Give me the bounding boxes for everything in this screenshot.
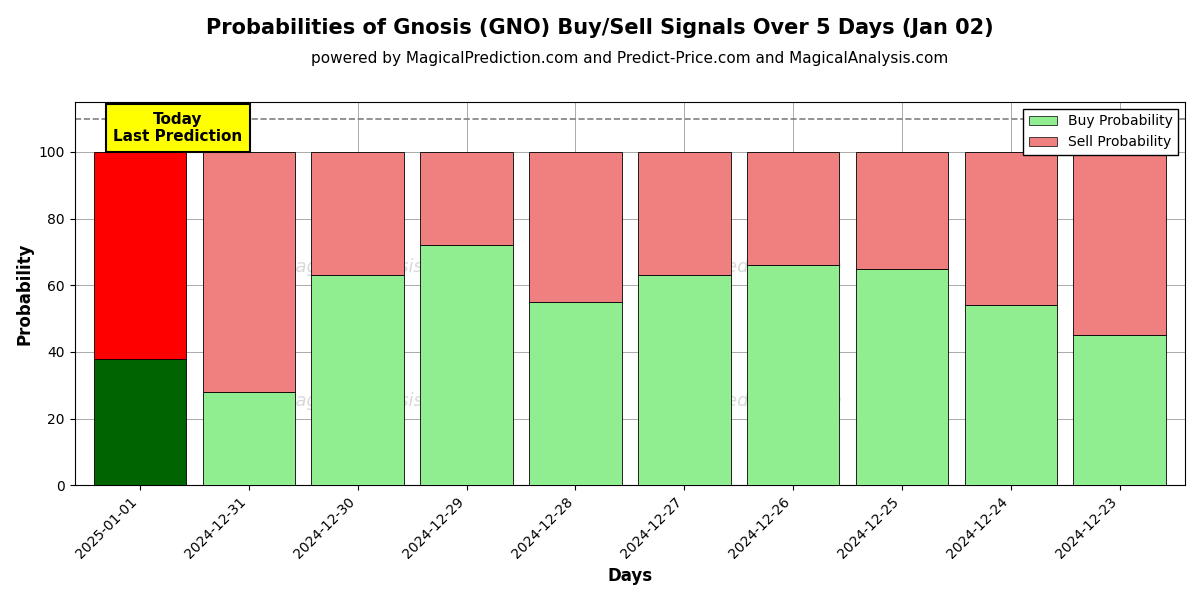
- Bar: [1074, 335, 1166, 485]
- Bar: [312, 275, 404, 485]
- Bar: [529, 152, 622, 302]
- Bar: [420, 245, 512, 485]
- Text: Probabilities of Gnosis (GNO) Buy/Sell Signals Over 5 Days (Jan 02): Probabilities of Gnosis (GNO) Buy/Sell S…: [206, 18, 994, 38]
- Text: MagicalPrediction.com: MagicalPrediction.com: [640, 392, 842, 410]
- Bar: [94, 359, 186, 485]
- Legend: Buy Probability, Sell Probability: Buy Probability, Sell Probability: [1024, 109, 1178, 155]
- Text: MagicalPrediction.com: MagicalPrediction.com: [640, 258, 842, 276]
- X-axis label: Days: Days: [607, 567, 653, 585]
- Bar: [638, 152, 731, 275]
- Bar: [94, 152, 186, 359]
- Bar: [746, 265, 839, 485]
- Bar: [203, 152, 295, 392]
- Text: MagicalAnalysis.com: MagicalAnalysis.com: [281, 258, 468, 276]
- Bar: [1074, 152, 1166, 335]
- Bar: [856, 269, 948, 485]
- Bar: [856, 152, 948, 269]
- Bar: [312, 152, 404, 275]
- Title: powered by MagicalPrediction.com and Predict-Price.com and MagicalAnalysis.com: powered by MagicalPrediction.com and Pre…: [311, 51, 948, 66]
- Bar: [203, 392, 295, 485]
- Text: Today
Last Prediction: Today Last Prediction: [114, 112, 242, 144]
- Bar: [746, 152, 839, 265]
- Bar: [638, 275, 731, 485]
- Bar: [965, 305, 1057, 485]
- Y-axis label: Probability: Probability: [16, 242, 34, 345]
- Bar: [965, 152, 1057, 305]
- Bar: [420, 152, 512, 245]
- Text: MagicalAnalysis.com: MagicalAnalysis.com: [281, 392, 468, 410]
- Bar: [529, 302, 622, 485]
